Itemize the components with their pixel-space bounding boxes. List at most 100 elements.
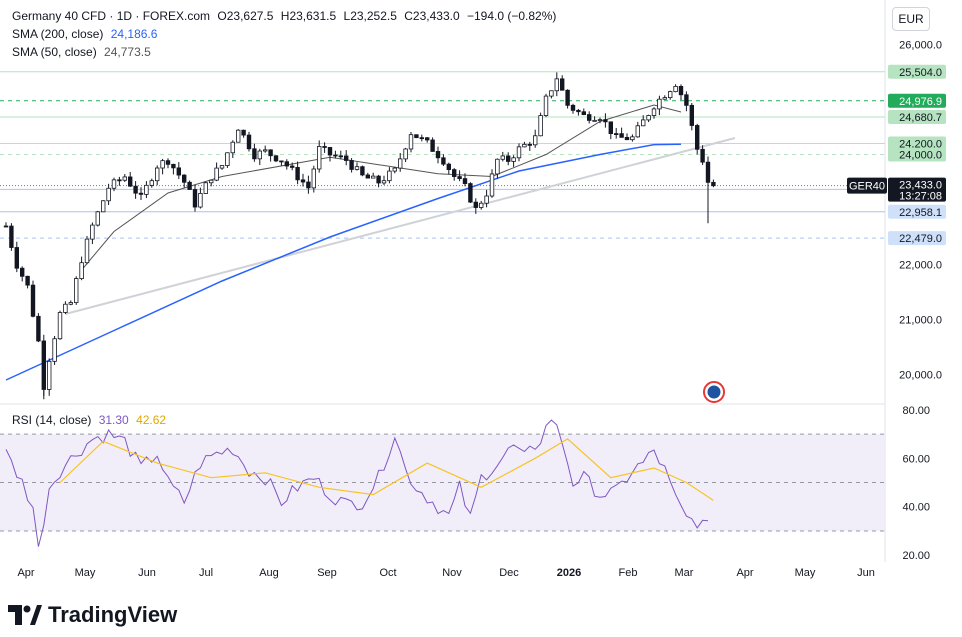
candle-body [322, 146, 327, 148]
trendline [65, 137, 736, 315]
time-tick: Dec [499, 567, 519, 579]
candle-body [343, 155, 349, 161]
candle-body [36, 315, 41, 342]
price-tick: 20,000.0 [899, 370, 942, 382]
price-label: 24,680.7 [899, 112, 942, 124]
candle-body [333, 154, 338, 157]
current-price-box [888, 177, 946, 202]
currency-button[interactable]: EUR [892, 7, 930, 31]
candle-body [68, 302, 73, 305]
candle-body [225, 152, 230, 166]
candle-body [381, 180, 387, 184]
candle-body [403, 148, 408, 160]
candle-body [516, 146, 522, 159]
candle-body [630, 136, 635, 141]
candle-body [511, 157, 516, 162]
candle-body [295, 167, 300, 181]
candle-body [657, 98, 662, 110]
candle-body [500, 155, 505, 160]
candle-body [133, 185, 138, 194]
candle-body [397, 158, 403, 169]
rsi-legend[interactable]: RSI (14, close) 31.30 42.62 [12, 413, 170, 427]
price-label-box [888, 231, 946, 246]
candle-body [230, 141, 235, 154]
sma200-legend[interactable]: SMA (200, close) 24,186.6 [12, 27, 161, 41]
candle-body [9, 225, 14, 248]
rsi-ma-line [59, 438, 714, 501]
price-label: 22,479.0 [899, 233, 942, 245]
candle-body [576, 109, 581, 113]
candle-body [684, 94, 689, 106]
candle-body [468, 183, 473, 203]
candle-body [25, 275, 30, 286]
candle-body [138, 192, 144, 195]
logo-text: TradingView [48, 602, 178, 627]
candle-body [111, 179, 117, 189]
price-label-box [888, 93, 946, 108]
candle-body [484, 195, 489, 204]
candle-body [52, 338, 57, 362]
candle-body [554, 78, 559, 92]
rsi-pane [0, 419, 885, 547]
candle-body [635, 125, 640, 138]
candle-body [673, 86, 678, 93]
candle-body [84, 238, 90, 264]
candle-body [700, 148, 705, 163]
time-tick: May [75, 567, 96, 579]
candle-body [63, 303, 68, 313]
time-tick: Jul [199, 567, 213, 579]
candle-body [533, 135, 538, 146]
candle-body [101, 200, 106, 213]
tradingview-logo[interactable]: TradingView [8, 602, 177, 628]
candle-body [624, 136, 630, 141]
candle-body [387, 170, 392, 182]
candle-body [587, 114, 592, 121]
candle-body [560, 78, 565, 91]
candle-body [376, 175, 381, 184]
candle-body [597, 119, 603, 122]
candle-body [424, 137, 430, 141]
candle-body [289, 165, 295, 168]
candle-body [311, 168, 316, 189]
price-axis: 26,000.0 22,000.0 21,000.0 20,000.0 25,504.0… [847, 40, 946, 562]
sma50-legend[interactable]: SMA (50, close) 24,773.5 [12, 45, 155, 59]
time-tick: Feb [619, 567, 638, 579]
rsi-label: RSI (14, close) [12, 413, 92, 427]
price-label: 25,504.0 [899, 67, 942, 79]
candle-body [689, 104, 694, 126]
time-tick: Mar [675, 567, 694, 579]
candle-body [57, 312, 63, 340]
tradingview-logo-icon [8, 605, 42, 625]
candle-body [522, 143, 527, 148]
rsi-tick: 20.00 [902, 550, 930, 562]
rsi-tick: 60.00 [902, 453, 930, 465]
candle-body [392, 167, 397, 172]
candle-body [441, 157, 446, 165]
candle-body [117, 179, 122, 182]
candle-body [262, 149, 268, 152]
time-tick: Nov [442, 567, 462, 579]
sma200-value: 24,186.6 [110, 27, 158, 41]
candle-body [678, 86, 684, 96]
price-label: 24,000.0 [899, 150, 942, 162]
header-ohlc: Germany 40 CFD · 1D · FOREX.com O23,627.… [12, 9, 560, 23]
candle-body [435, 151, 441, 159]
candle-body [203, 182, 208, 194]
candle-body [192, 189, 198, 208]
candle-body [90, 224, 95, 240]
time-tick: Jun [138, 567, 156, 579]
price-label: 24,976.9 [899, 96, 942, 108]
high-value: H23,631.5 [280, 9, 337, 23]
rsi-tick: 80.00 [902, 405, 930, 417]
candle-body [241, 129, 246, 136]
candle-body [414, 134, 419, 139]
candle-body [19, 267, 25, 277]
candle-body [430, 139, 435, 152]
price-label-box [888, 110, 946, 125]
candle-body [154, 167, 160, 182]
candle-body [171, 163, 176, 169]
candle-body [187, 181, 192, 190]
symbol-title: Germany 40 CFD · 1D · FOREX.com [12, 9, 211, 23]
open-value: O23,627.5 [217, 9, 274, 23]
